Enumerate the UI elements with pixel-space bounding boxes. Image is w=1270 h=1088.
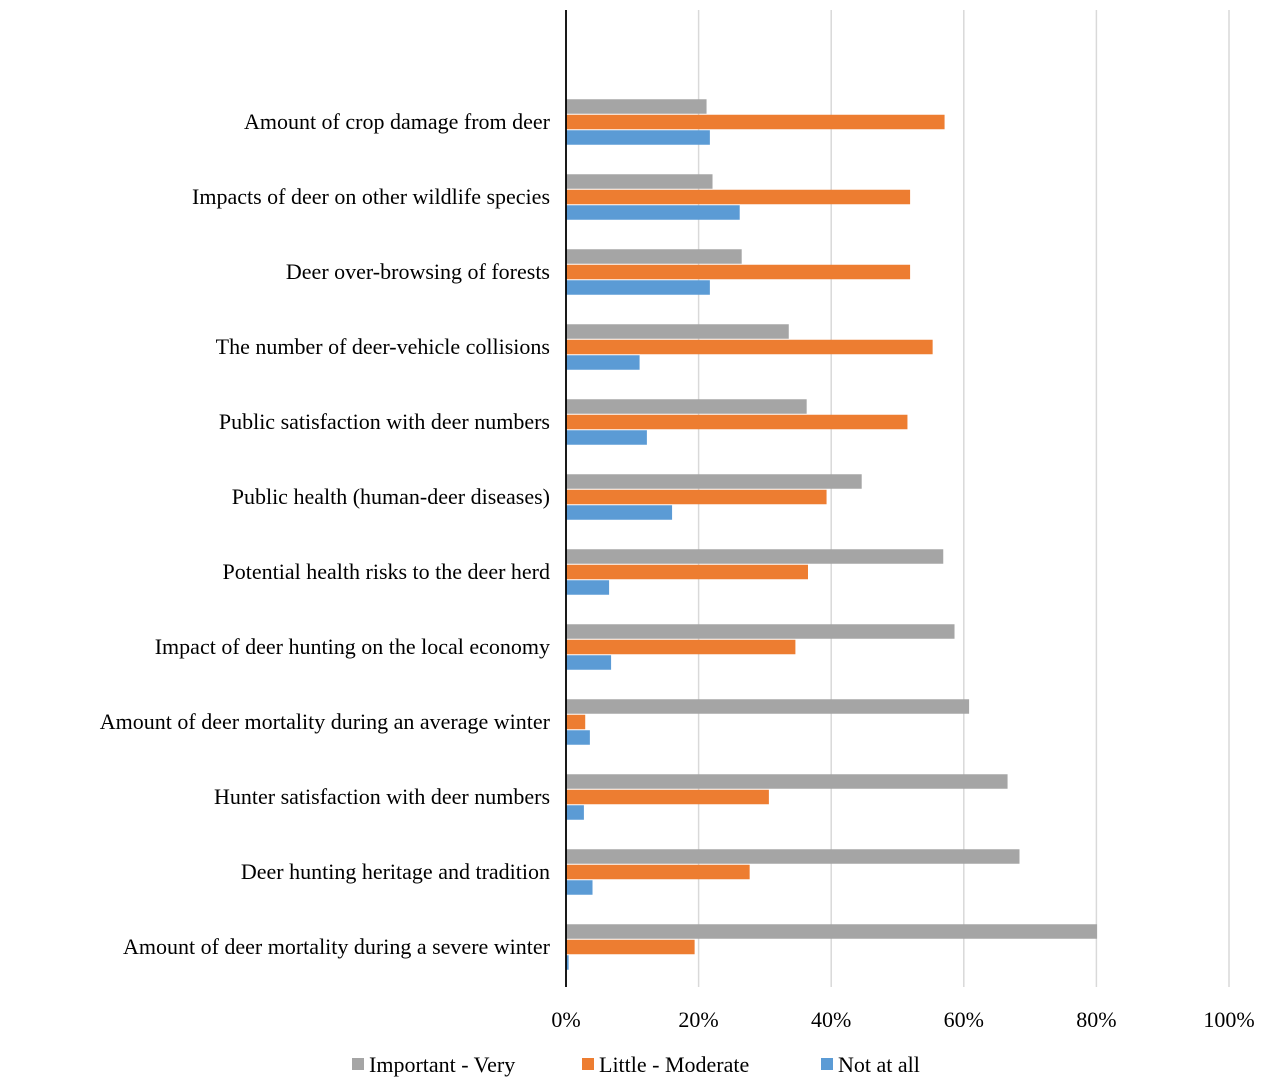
bar-not-at-all-10 xyxy=(566,805,584,820)
category-label: The number of deer-vehicle collisions xyxy=(216,334,550,359)
bar-important-very-9 xyxy=(566,699,970,714)
x-tick-label: 80% xyxy=(1076,1007,1116,1032)
bar-not-at-all-9 xyxy=(566,730,590,745)
bar-not-at-all-2 xyxy=(566,205,740,220)
category-label: Amount of crop damage from deer xyxy=(244,109,551,134)
category-label: Public health (human-deer diseases) xyxy=(232,484,550,509)
legend-label-not-at-all: Not at all xyxy=(838,1052,920,1077)
x-tick-label: 100% xyxy=(1203,1007,1254,1032)
bar-little-moderate-12 xyxy=(566,939,695,955)
category-label: Potential health risks to the deer herd xyxy=(223,559,550,584)
bar-little-moderate-11 xyxy=(566,864,750,880)
category-label: Impacts of deer on other wildlife specie… xyxy=(192,184,550,209)
bar-not-at-all-3 xyxy=(566,280,710,295)
x-tick-label: 0% xyxy=(551,1007,580,1032)
x-tick-labels: 0% 20% 40% 60% 80% 100% xyxy=(551,1007,1254,1032)
category-label: Deer hunting heritage and tradition xyxy=(241,859,550,884)
bar-not-at-all-6 xyxy=(566,505,673,520)
category-label: Amount of deer mortality during a severe… xyxy=(123,934,551,959)
category-labels: Amount of crop damage from deer Impacts o… xyxy=(100,109,551,959)
x-tick-label: 60% xyxy=(944,1007,984,1032)
category-label: Hunter satisfaction with deer numbers xyxy=(214,784,550,809)
bar-important-very-2 xyxy=(566,174,713,189)
category-label: Amount of deer mortality during an avera… xyxy=(100,709,551,734)
bar-little-moderate-4 xyxy=(566,339,933,355)
x-tick-label: 20% xyxy=(678,1007,718,1032)
category-label: Deer over-browsing of forests xyxy=(286,259,550,284)
bar-not-at-all-11 xyxy=(566,880,593,895)
legend-swatch-not-at-all xyxy=(821,1058,833,1070)
bar-little-moderate-5 xyxy=(566,414,908,430)
bar-important-very-5 xyxy=(566,399,807,414)
category-label: Impact of deer hunting on the local econ… xyxy=(155,634,550,659)
legend: Important - Very Little - Moderate Not at … xyxy=(352,1052,920,1077)
bar-not-at-all-1 xyxy=(566,130,710,145)
bar-little-moderate-8 xyxy=(566,639,796,655)
legend-label-little-moderate: Little - Moderate xyxy=(599,1052,749,1077)
bar-little-moderate-2 xyxy=(566,189,911,205)
bar-important-very-10 xyxy=(566,774,1008,789)
x-tick-label: 40% xyxy=(811,1007,851,1032)
bar-little-moderate-9 xyxy=(566,714,586,730)
bar-not-at-all-8 xyxy=(566,655,612,670)
bar-important-very-3 xyxy=(566,249,742,264)
bar-important-very-1 xyxy=(566,99,707,114)
bar-important-very-7 xyxy=(566,549,944,564)
bar-not-at-all-5 xyxy=(566,430,647,445)
bar-important-very-12 xyxy=(566,924,1098,939)
bar-important-very-11 xyxy=(566,849,1020,864)
bar-important-very-8 xyxy=(566,624,955,639)
bar-little-moderate-7 xyxy=(566,564,808,580)
bar-important-very-6 xyxy=(566,474,862,489)
legend-label-important-very: Important - Very xyxy=(369,1052,515,1077)
bar-not-at-all-4 xyxy=(566,355,640,370)
bar-important-very-4 xyxy=(566,324,789,339)
category-label: Public satisfaction with deer numbers xyxy=(219,409,550,434)
gridlines xyxy=(697,10,1230,987)
bar-little-moderate-6 xyxy=(566,489,827,505)
legend-swatch-little-moderate xyxy=(582,1058,594,1070)
bar-not-at-all-7 xyxy=(566,580,610,595)
bar-not-at-all-12 xyxy=(566,955,569,970)
bars xyxy=(566,99,1098,970)
bar-little-moderate-10 xyxy=(566,789,769,805)
bar-little-moderate-1 xyxy=(566,114,945,130)
legend-swatch-important-very xyxy=(352,1058,364,1070)
bar-little-moderate-3 xyxy=(566,264,911,280)
